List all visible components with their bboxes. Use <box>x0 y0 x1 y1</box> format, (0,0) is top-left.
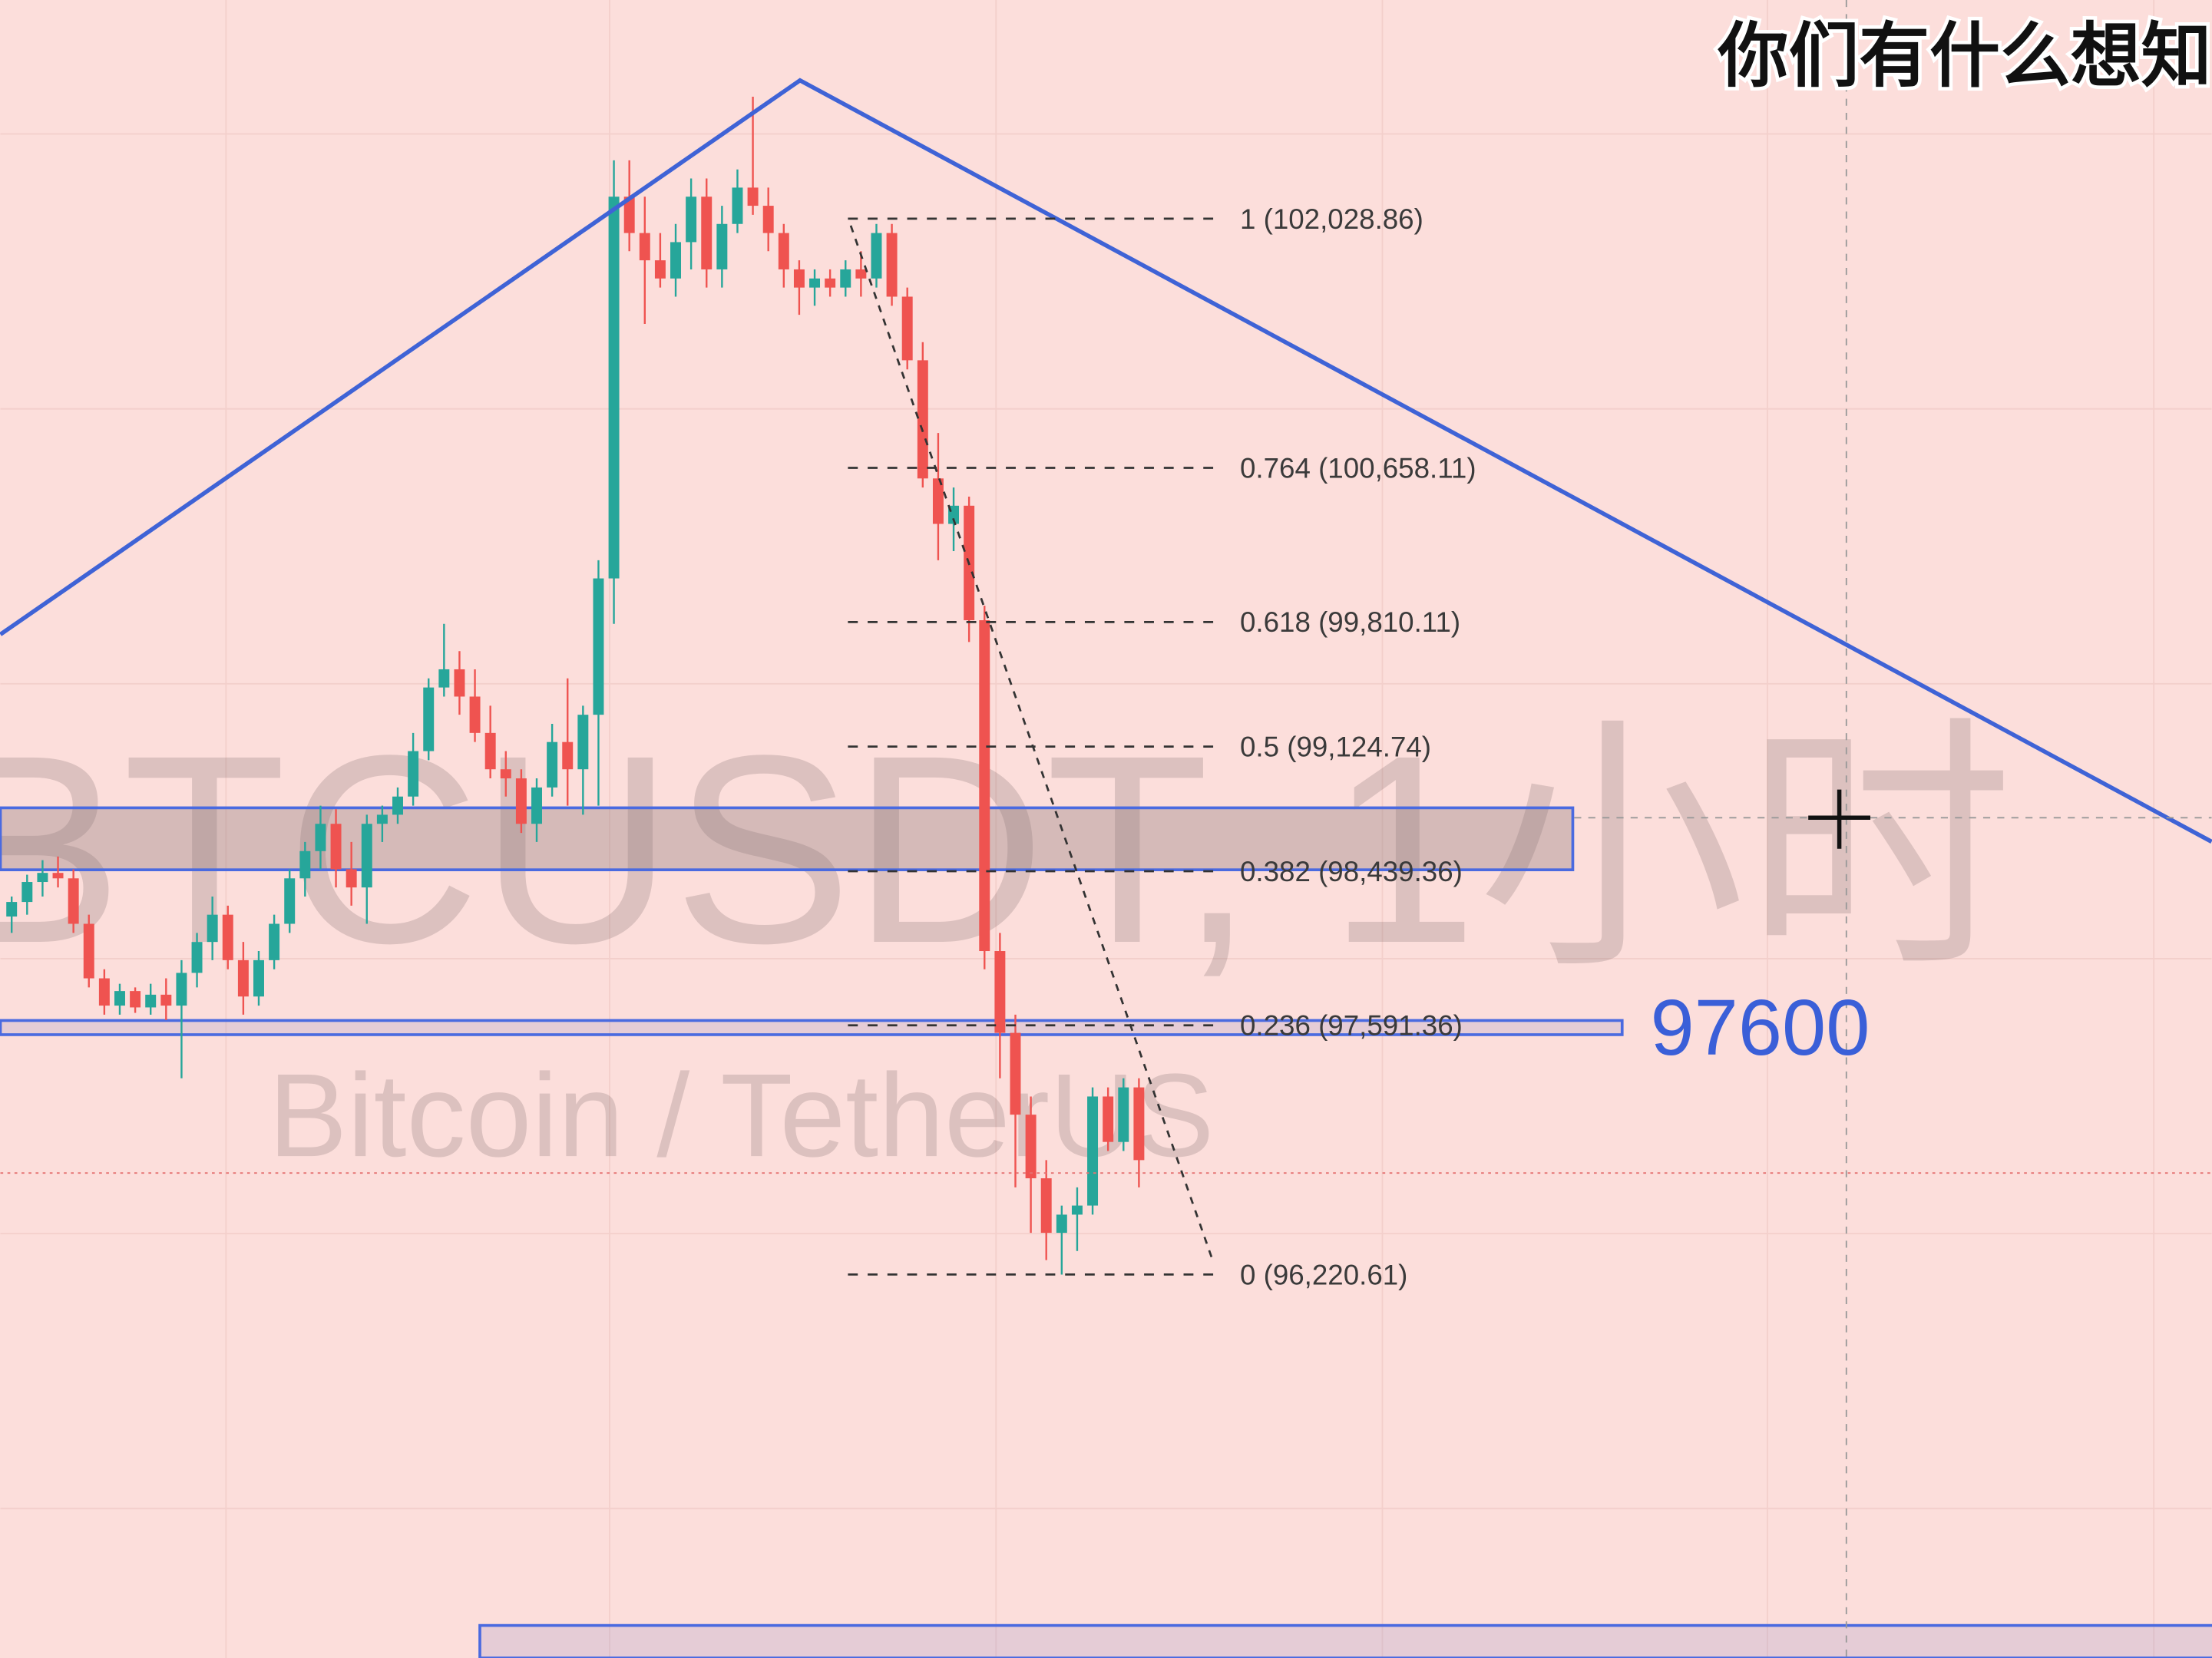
candle-body <box>438 669 450 688</box>
candle-body <box>840 269 851 288</box>
fib-label: 0.5 (99,124.74) <box>1240 732 1431 763</box>
candle-body <box>392 796 403 815</box>
candle-body <box>886 233 898 297</box>
candle-body <box>330 824 342 870</box>
candle-body <box>176 973 187 1006</box>
candle-body <box>825 278 836 288</box>
candle-body <box>68 878 79 924</box>
candle-body <box>608 197 620 579</box>
cursor <box>1808 789 1871 849</box>
candle-body <box>901 296 913 361</box>
candle-body <box>654 260 666 279</box>
candle-body <box>917 360 928 479</box>
fib-label: 0 (96,220.61) <box>1240 1259 1407 1290</box>
candle-body <box>1087 1096 1099 1206</box>
fib-label: 0.618 (99,810.11) <box>1240 606 1460 638</box>
fib-label: 0.236 (97,591.36) <box>1240 1010 1463 1042</box>
fib-label: 0.764 (100,658.11) <box>1240 452 1476 484</box>
candle-body <box>686 197 697 243</box>
fib-label: 0.382 (98,439.36) <box>1240 856 1463 887</box>
candles <box>6 96 1145 1275</box>
candle-body <box>83 923 94 979</box>
candle-body <box>299 850 311 879</box>
fib-retracement: 1 (102,028.86) 0.764 (100,658.11) 0.618 (9… <box>848 203 1476 1290</box>
candle-body <box>871 233 882 279</box>
candle-body <box>793 269 805 288</box>
candle-body <box>160 994 172 1006</box>
candle-body <box>639 233 650 261</box>
candle-body <box>469 696 481 733</box>
zones <box>0 806 2212 1658</box>
candle-body <box>500 769 511 779</box>
candle-body <box>52 873 64 879</box>
candle-body <box>6 902 18 917</box>
zone <box>478 1623 2212 1658</box>
level-label: 97600 <box>1650 983 1870 1072</box>
zone <box>0 806 1575 872</box>
candle-body <box>1118 1087 1129 1142</box>
candle-body <box>98 978 110 1006</box>
candle-body <box>1040 1178 1052 1234</box>
candle-body <box>207 914 218 943</box>
candle-body <box>1071 1205 1083 1215</box>
candle-body <box>130 991 141 1008</box>
candle-body <box>269 923 280 960</box>
candle-body <box>1025 1115 1037 1179</box>
candle-body <box>315 824 326 851</box>
candle-body <box>855 269 867 279</box>
candle-body <box>21 882 33 903</box>
candle-body <box>732 187 743 224</box>
zone <box>0 1019 1624 1036</box>
candle-body <box>547 741 558 788</box>
candle-body <box>191 942 203 973</box>
candle-body <box>484 732 496 770</box>
candle-body <box>670 242 681 279</box>
candle-body <box>1133 1087 1145 1161</box>
candle-body <box>376 814 388 824</box>
candle-body <box>515 778 527 824</box>
crosshair-lines <box>1574 0 2212 1658</box>
candle-body <box>222 914 233 960</box>
candle-body <box>408 751 419 797</box>
candle-body <box>37 873 48 883</box>
candle-body <box>361 824 372 888</box>
candle-body <box>284 878 296 924</box>
candle-body <box>454 669 465 697</box>
candle-body <box>778 233 789 269</box>
candle-body <box>531 787 542 824</box>
candle-body <box>809 278 821 288</box>
candle-body <box>423 687 435 751</box>
candle-body <box>562 741 574 770</box>
candle-body <box>979 620 990 952</box>
candle-body <box>623 197 635 233</box>
candle-body <box>253 959 264 997</box>
candle-body <box>145 994 157 1008</box>
candle-body <box>701 197 713 269</box>
candle-body <box>1056 1214 1067 1234</box>
candle-body <box>237 959 249 997</box>
caption: 你们有什么想知 <box>1718 18 2212 96</box>
watermark-description: Bitcoin / TetherUS <box>268 1049 1214 1181</box>
candle-body <box>346 869 357 888</box>
candle-body <box>762 206 774 233</box>
candle-body <box>577 715 589 770</box>
candle-body <box>593 578 604 715</box>
fib-label: 1 (102,028.86) <box>1240 203 1423 235</box>
candle-body <box>1103 1096 1114 1142</box>
candle-body <box>114 991 125 1006</box>
candle-body <box>994 951 1006 1033</box>
trend-lines <box>0 78 2212 844</box>
candle-body <box>716 223 728 269</box>
candle-body <box>1010 1032 1021 1115</box>
candle-body <box>932 478 944 524</box>
candle-body <box>747 187 759 206</box>
